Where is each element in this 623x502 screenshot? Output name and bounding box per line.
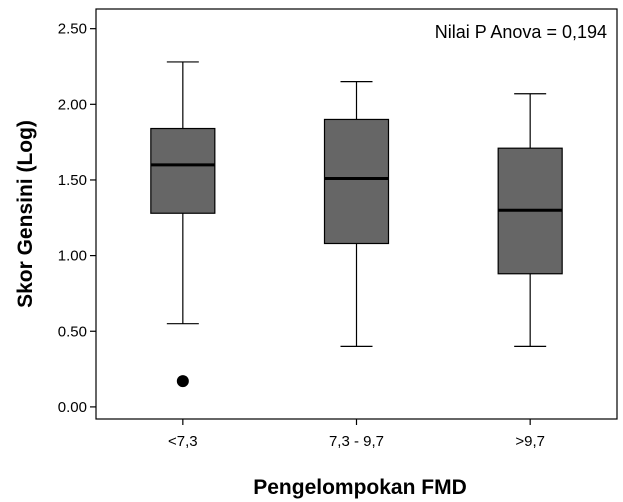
y-tick-label: 0.00	[58, 399, 87, 416]
iqr-box	[150, 127, 216, 214]
x-tick-label: 7,3 - 9,7	[329, 433, 384, 450]
anova-annotation: Nilai P Anova = 0,194	[435, 22, 607, 42]
box-group	[323, 81, 390, 347]
y-tick-label: 2.00	[58, 96, 87, 113]
x-tick-label: >9,7	[515, 433, 545, 450]
y-tick-label: 1.00	[58, 248, 87, 265]
y-tick-label: 0.50	[58, 323, 87, 340]
y-axis-title: Skor Gensini (Log)	[14, 120, 37, 308]
y-tick-label: 1.50	[58, 172, 87, 189]
y-axis: 0.00 0.50 1.00 1.50 2.00 2.50	[58, 21, 96, 416]
iqr-box	[323, 118, 390, 245]
outlier-point	[176, 375, 189, 388]
x-axis-title: Pengelompokan FMD	[253, 476, 467, 499]
box-group	[497, 93, 563, 347]
x-axis: <7,3 7,3 - 9,7 >9,7	[168, 419, 545, 450]
x-tick-label: <7,3	[168, 433, 198, 450]
boxes-layer	[150, 61, 563, 388]
y-tick-label: 2.50	[58, 21, 87, 38]
box-group	[150, 61, 216, 388]
